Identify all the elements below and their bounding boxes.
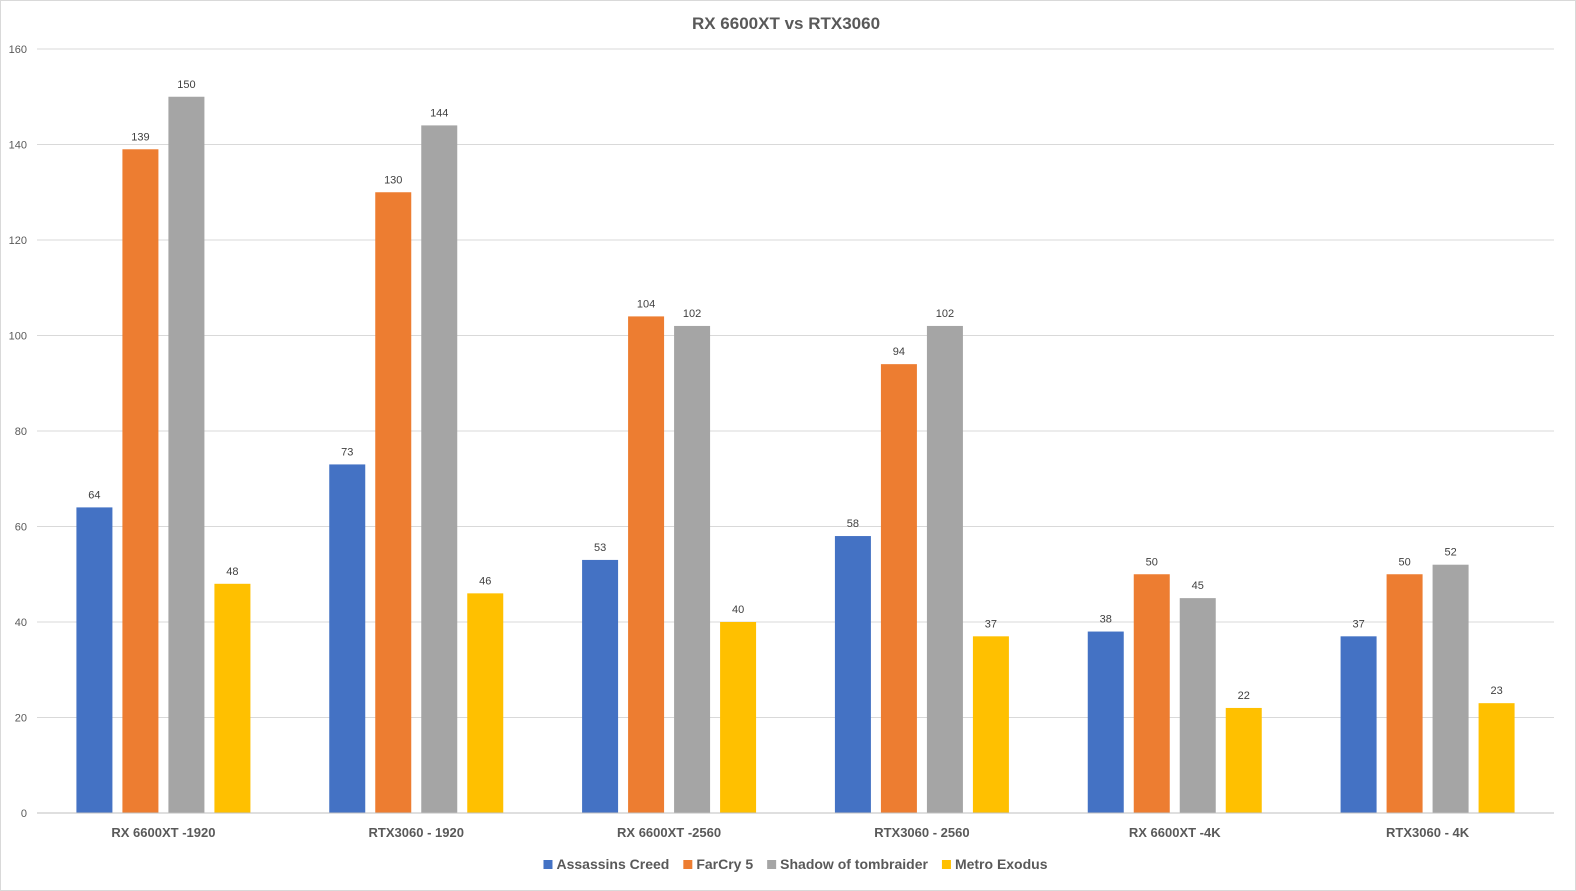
data-label: 40 [732, 604, 744, 616]
x-category-label: RTX3060 - 2560 [874, 825, 969, 840]
bar [582, 559, 619, 813]
data-label: 50 [1398, 556, 1410, 568]
data-label: 64 [88, 489, 100, 501]
y-tick-label: 140 [9, 140, 27, 152]
data-label: 45 [1192, 580, 1204, 592]
bar [1432, 564, 1469, 813]
x-category-label: RTX3060 - 1920 [369, 825, 464, 840]
x-axis-category-labels: RX 6600XT -1920 RTX3060 - 1920 RX 6600XT -… [111, 825, 1469, 840]
legend-label: Shadow of tombraider [780, 856, 928, 872]
x-category-label: RX 6600XT -1920 [111, 825, 215, 840]
y-tick-label: 60 [15, 522, 27, 534]
data-label: 144 [430, 107, 448, 119]
legend-label: Assassins Creed [556, 856, 669, 872]
bar [375, 192, 412, 813]
legend-swatch [767, 860, 777, 869]
legend-item: FarCry 5 [683, 856, 753, 872]
data-label: 102 [936, 308, 954, 320]
legend-swatch [683, 860, 693, 869]
bar [1133, 574, 1170, 813]
bar [674, 325, 711, 813]
y-tick-label: 40 [15, 617, 27, 629]
bar [1340, 636, 1377, 813]
bar [1225, 707, 1262, 813]
y-tick-label: 160 [9, 44, 27, 56]
legend-swatch [941, 860, 951, 869]
data-label: 22 [1238, 690, 1250, 702]
data-label: 48 [226, 566, 238, 578]
data-label: 102 [683, 308, 701, 320]
bar [834, 536, 871, 813]
bar [1179, 598, 1216, 813]
legend-label: FarCry 5 [696, 856, 753, 872]
x-category-label: RTX3060 - 4K [1386, 825, 1470, 840]
bar [122, 149, 159, 813]
bar [628, 316, 665, 813]
data-label: 53 [594, 542, 606, 554]
bar [926, 325, 963, 813]
data-label: 104 [637, 298, 655, 310]
data-label: 23 [1490, 685, 1502, 697]
data-label: 38 [1100, 614, 1112, 626]
chart-title: RX 6600XT vs RTX3060 [692, 14, 880, 33]
bar [214, 583, 251, 813]
data-label: 73 [341, 446, 353, 458]
data-label: 58 [847, 518, 859, 530]
bar [972, 636, 1009, 813]
data-label: 37 [1352, 618, 1364, 630]
data-label: 139 [131, 131, 149, 143]
data-label: 46 [479, 575, 491, 587]
data-label: 50 [1146, 556, 1158, 568]
x-category-label: RX 6600XT -4K [1129, 825, 1221, 840]
bar [1386, 574, 1423, 813]
y-tick-label: 0 [21, 808, 27, 820]
data-label: 37 [985, 618, 997, 630]
bar [168, 96, 205, 813]
y-tick-label: 80 [15, 426, 27, 438]
bar [720, 622, 757, 813]
legend-swatch [543, 860, 553, 869]
bar [467, 593, 504, 813]
legend-item: Shadow of tombraider [767, 856, 928, 872]
legend-label: Metro Exodus [955, 856, 1048, 872]
legend-item: Assassins Creed [543, 856, 669, 872]
y-axis-tick-labels: 0 20 40 60 80 100 120 140 160 [9, 44, 27, 820]
data-label: 94 [893, 346, 905, 358]
bar [1087, 631, 1124, 813]
gridlines [37, 48, 1554, 718]
bar [880, 364, 917, 813]
y-tick-label: 100 [9, 331, 27, 343]
legend: Assassins Creed FarCry 5 Shadow of tombrai… [543, 856, 1048, 872]
y-tick-label: 120 [9, 235, 27, 247]
legend-item: Metro Exodus [941, 856, 1048, 872]
data-label: 52 [1444, 547, 1456, 559]
bar [76, 507, 113, 813]
bars [76, 96, 1515, 813]
bar [329, 464, 366, 813]
data-labels: 64 139 150 48 73 130 144 46 53 104 102 40 58 94 102 37 3… [88, 79, 1502, 702]
data-label: 150 [177, 79, 195, 91]
data-label: 130 [384, 174, 402, 186]
bar [1478, 703, 1515, 813]
y-tick-label: 20 [15, 713, 27, 725]
bar [421, 125, 458, 813]
x-category-label: RX 6600XT -2560 [617, 825, 721, 840]
